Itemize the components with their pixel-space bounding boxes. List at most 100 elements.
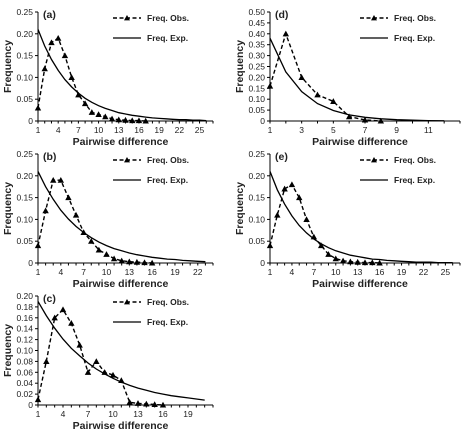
panel-label: (b) <box>43 151 56 163</box>
data-point-observed <box>281 185 288 192</box>
data-point-observed <box>118 377 125 384</box>
x-tick-label: 22 <box>193 267 203 277</box>
data-point-observed <box>274 211 281 218</box>
y-axis-title: Frequency <box>2 182 14 235</box>
y-tick-label: 0.20 <box>16 29 33 39</box>
data-point-observed <box>345 113 353 120</box>
y-tick-label: 0.20 <box>16 171 33 181</box>
x-tick-label: 4 <box>58 267 63 277</box>
data-point-observed <box>314 91 321 98</box>
data-point-observed <box>122 116 129 123</box>
x-tick-label: 4 <box>290 267 295 277</box>
data-point-observed <box>48 39 55 46</box>
x-tick-label: 13 <box>125 267 135 277</box>
data-point-observed <box>54 34 62 41</box>
series-line-observed <box>269 31 381 122</box>
y-tick-label: 0.10 <box>248 94 265 104</box>
data-point-observed <box>51 314 58 321</box>
x-tick-label: 1 <box>268 267 273 277</box>
y-tick-label: 0.05 <box>248 236 265 246</box>
x-tick-label: 13 <box>114 125 124 135</box>
data-point-observed <box>115 116 122 123</box>
chart-panel-0: 0 0.05 0.10 0.15 0.20 0.25 1 4 7 10 13 16 19 22 25 Pair… <box>2 7 214 148</box>
x-tick-label: 10 <box>94 125 104 135</box>
legend-label-observed: Freq. Obs. <box>147 13 189 23</box>
chart-panel-3: 00.050.100.150.200.250.300.350.400.450.5… <box>234 7 461 148</box>
x-tick-label: 1 <box>36 409 41 419</box>
x-tick-label: 10 <box>108 409 118 419</box>
y-tick-label: 0 <box>28 400 33 410</box>
y-tick-label: 0.25 <box>16 7 33 17</box>
data-point-observed <box>68 74 75 80</box>
y-tick-label: 0.10 <box>16 72 33 82</box>
legend-label-expected: Freq. Exp. <box>147 33 188 43</box>
data-point-observed <box>65 194 72 201</box>
data-point-observed <box>330 98 337 104</box>
y-tick-label: 0.10 <box>16 214 33 224</box>
x-axis-title: Pairwise difference <box>312 278 408 290</box>
data-point-observed <box>282 30 290 37</box>
data-point-observed <box>332 255 339 262</box>
x-tick-label: 22 <box>175 125 185 135</box>
chart-panel-4: 0 0.05 0.10 0.15 0.20 0.25 1 4 7 10 13 16 19 22 25 Pair… <box>234 149 461 290</box>
series-line-expected <box>37 171 206 263</box>
data-point-observed <box>88 238 95 244</box>
data-point-observed <box>339 257 347 264</box>
x-tick-label: 13 <box>353 267 363 277</box>
data-point-observed <box>95 246 103 253</box>
data-point-observed <box>347 258 354 265</box>
data-point-observed <box>61 52 69 59</box>
legend-label-expected: Freq. Exp. <box>394 33 435 43</box>
data-point-observed <box>159 401 167 408</box>
data-point-observed <box>377 117 385 124</box>
x-tick-label: 11 <box>424 125 433 135</box>
y-tick-label: 0.35 <box>248 40 265 50</box>
data-point-observed <box>34 242 42 249</box>
data-point-observed <box>84 369 92 375</box>
data-point-observed <box>369 259 376 266</box>
data-point-observed <box>81 100 89 107</box>
data-point-observed <box>298 74 305 80</box>
data-point-observed <box>361 116 369 123</box>
x-tick-label: 7 <box>76 125 81 135</box>
y-tick-label: 0 <box>28 258 33 268</box>
y-tick-label: 0.08 <box>16 356 33 366</box>
y-tick-label: 0.05 <box>248 105 265 115</box>
x-tick-label: 25 <box>441 267 451 277</box>
panel-label: (d) <box>275 9 288 21</box>
x-tick-label: 1 <box>36 267 41 277</box>
legend-marker-observed <box>371 15 377 21</box>
y-tick-label: 0.15 <box>248 193 265 203</box>
data-point-observed <box>317 242 325 249</box>
data-point-observed <box>88 109 96 115</box>
data-point-observed <box>68 320 75 326</box>
x-tick-label: 7 <box>86 409 91 419</box>
legend-label-expected: Freq. Exp. <box>394 175 435 185</box>
data-point-observed <box>141 259 148 266</box>
data-point-observed <box>41 65 48 72</box>
x-tick-label: 16 <box>134 125 144 135</box>
legend-marker-observed <box>124 157 130 163</box>
x-tick-label: 4 <box>61 409 66 419</box>
x-axis-title: Pairwise difference <box>73 278 169 290</box>
x-tick-label: 1 <box>36 125 41 135</box>
data-point-observed <box>148 259 156 266</box>
y-tick-label: 0.20 <box>248 72 265 82</box>
x-tick-label: 1 <box>268 125 273 135</box>
x-axis-title: Pairwise difference <box>73 136 169 148</box>
data-point-observed <box>129 117 136 124</box>
y-tick-label: 0.30 <box>248 51 265 61</box>
y-tick-label: 0.15 <box>16 193 33 203</box>
series-line-observed <box>37 37 146 122</box>
x-tick-label: 19 <box>154 125 164 135</box>
y-axis-title: Frequency <box>2 40 14 93</box>
panel-label: (c) <box>43 293 56 305</box>
x-tick-label: 19 <box>170 267 180 277</box>
x-tick-label: 25 <box>195 125 205 135</box>
y-tick-label: 0.10 <box>16 346 33 356</box>
y-tick-label: 0 <box>260 258 265 268</box>
y-tick-label: 0.25 <box>248 149 265 159</box>
y-tick-label: 0.25 <box>248 62 265 72</box>
data-point-observed <box>34 396 42 403</box>
data-point-observed <box>354 258 361 265</box>
